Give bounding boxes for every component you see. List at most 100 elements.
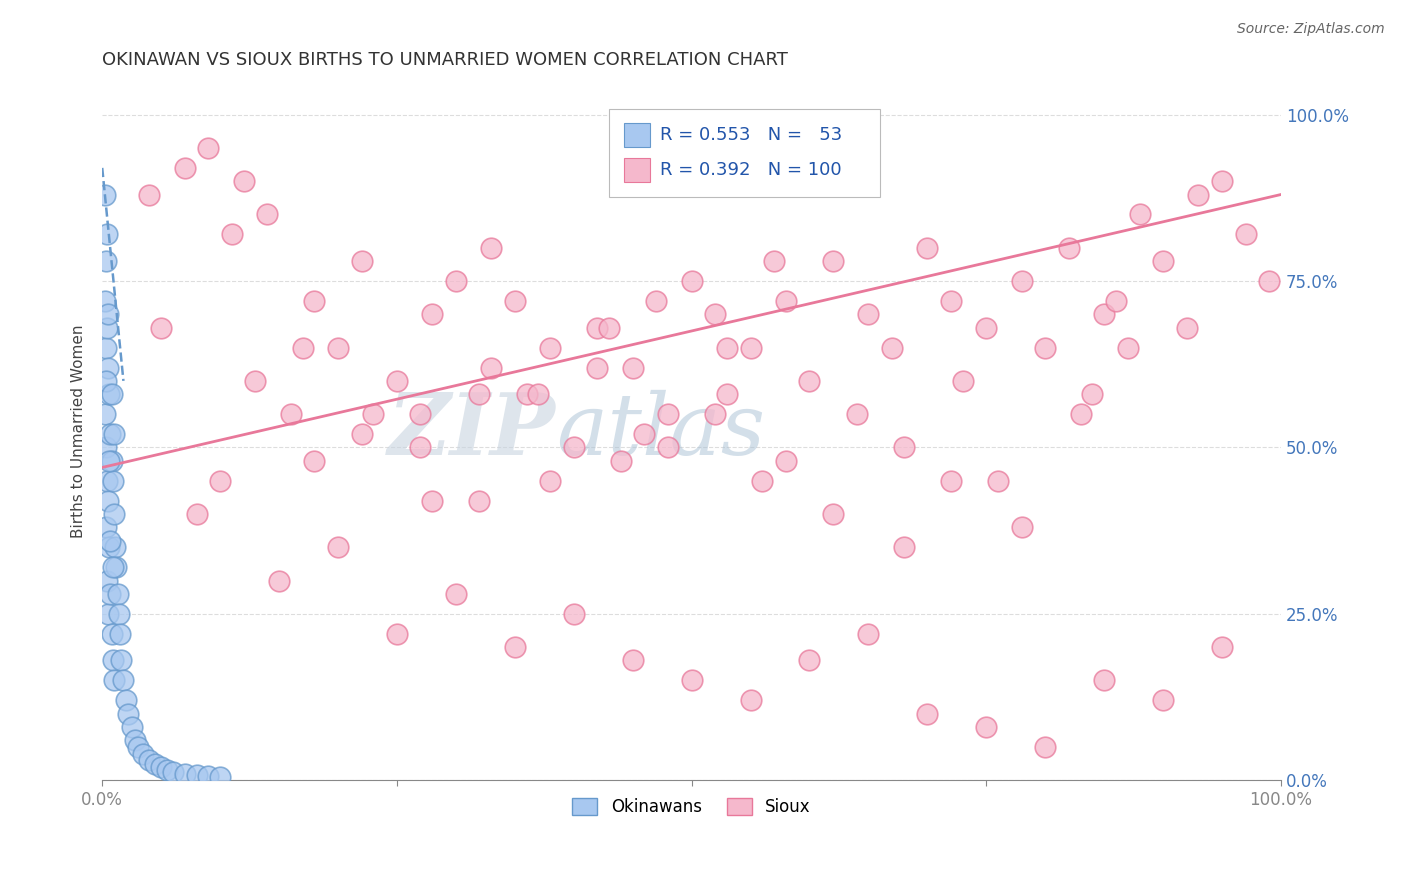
Point: [97, 307, 120, 321]
Text: atlas: atlas: [555, 390, 765, 472]
Text: ZIP: ZIP: [388, 389, 555, 473]
Point: [93, 187, 115, 202]
Point: [974, 720, 997, 734]
Point: [503, 640, 526, 655]
Point: [1211, 174, 1233, 188]
Point: [363, 407, 385, 421]
Point: [112, 673, 135, 688]
Point: [1152, 254, 1174, 268]
Point: [103, 427, 125, 442]
Point: [98, 541, 121, 555]
Point: [350, 254, 373, 268]
Point: [121, 720, 143, 734]
Point: [939, 474, 962, 488]
Point: [97, 360, 120, 375]
Point: [799, 653, 821, 667]
Point: [1258, 274, 1281, 288]
Point: [562, 441, 585, 455]
Point: [716, 387, 738, 401]
Point: [657, 441, 679, 455]
Point: [173, 161, 195, 175]
Point: [209, 474, 232, 488]
Point: [156, 764, 179, 778]
Text: Source: ZipAtlas.com: Source: ZipAtlas.com: [1237, 22, 1385, 37]
Point: [104, 541, 127, 555]
Point: [444, 587, 467, 601]
Point: [162, 765, 184, 780]
Point: [974, 320, 997, 334]
Point: [775, 293, 797, 308]
Point: [232, 174, 254, 188]
Point: [821, 507, 844, 521]
Point: [96, 574, 118, 588]
Point: [939, 293, 962, 308]
Point: [1033, 739, 1056, 754]
Point: [97, 493, 120, 508]
Point: [479, 360, 502, 375]
Point: [527, 387, 550, 401]
Point: [952, 374, 974, 388]
Point: [101, 474, 124, 488]
Point: [987, 474, 1010, 488]
Point: [409, 407, 432, 421]
Point: [186, 507, 208, 521]
Point: [385, 627, 408, 641]
Point: [1234, 227, 1257, 242]
Point: [1187, 187, 1209, 202]
Text: OKINAWAN VS SIOUX BIRTHS TO UNMARRIED WOMEN CORRELATION CHART: OKINAWAN VS SIOUX BIRTHS TO UNMARRIED WO…: [103, 51, 789, 69]
Point: [100, 454, 122, 468]
Text: R = 0.553   N =   53: R = 0.553 N = 53: [659, 126, 842, 145]
Point: [1057, 241, 1080, 255]
Point: [245, 374, 267, 388]
Point: [94, 441, 117, 455]
Point: [326, 541, 349, 555]
Point: [1011, 274, 1033, 288]
Point: [1175, 320, 1198, 334]
Point: [917, 706, 939, 721]
Point: [100, 427, 122, 442]
Point: [740, 341, 762, 355]
Point: [740, 693, 762, 707]
Point: [124, 733, 146, 747]
Point: [127, 739, 149, 754]
Point: [1011, 520, 1033, 534]
Point: [350, 427, 373, 442]
Point: [110, 653, 132, 667]
Point: [880, 341, 903, 355]
Point: [107, 587, 129, 601]
Point: [586, 320, 609, 334]
Point: [1033, 341, 1056, 355]
Point: [267, 574, 290, 588]
Point: [610, 454, 633, 468]
Point: [420, 493, 443, 508]
Point: [538, 474, 561, 488]
Point: [751, 474, 773, 488]
Point: [103, 507, 125, 521]
Point: [763, 254, 786, 268]
Point: [326, 341, 349, 355]
Point: [420, 307, 443, 321]
Point: [1105, 293, 1128, 308]
Point: [94, 341, 117, 355]
FancyBboxPatch shape: [624, 123, 651, 147]
Point: [385, 374, 408, 388]
Point: [1128, 207, 1150, 221]
Text: R = 0.392   N = 100: R = 0.392 N = 100: [659, 161, 841, 179]
Point: [468, 387, 491, 401]
Point: [94, 254, 117, 268]
Point: [645, 293, 668, 308]
Point: [716, 341, 738, 355]
Point: [1092, 307, 1115, 321]
Point: [516, 387, 538, 401]
Point: [562, 607, 585, 621]
Point: [280, 407, 302, 421]
Point: [209, 770, 232, 784]
Point: [101, 560, 124, 574]
Point: [100, 533, 122, 548]
Point: [100, 627, 122, 641]
Point: [143, 756, 166, 771]
Point: [704, 307, 727, 321]
Point: [468, 493, 491, 508]
Point: [681, 673, 703, 688]
Point: [775, 454, 797, 468]
